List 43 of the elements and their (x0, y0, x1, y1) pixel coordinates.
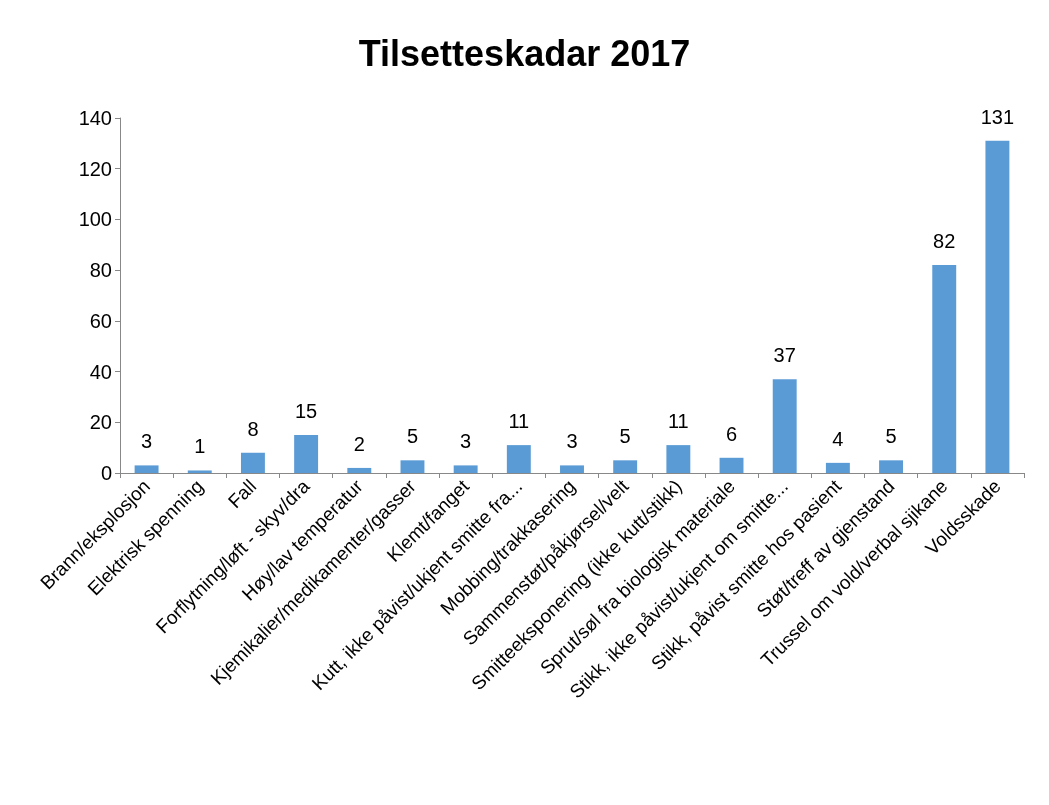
bar (772, 379, 797, 473)
y-tick-label: 120 (78, 157, 112, 180)
data-label: 37 (773, 344, 796, 367)
data-label: 11 (508, 410, 530, 433)
y-tick-label: 60 (89, 309, 112, 332)
bar (613, 460, 638, 473)
data-label: 15 (294, 399, 318, 422)
data-label: 11 (667, 410, 689, 433)
data-label: 131 (980, 105, 1015, 128)
data-label: 1 (194, 435, 206, 458)
data-label: 5 (885, 425, 897, 448)
data-label: 5 (619, 425, 631, 448)
y-tick-label: 140 (78, 107, 112, 129)
bar (240, 452, 265, 473)
data-label: 8 (247, 417, 259, 440)
data-label: 4 (832, 427, 844, 450)
bar (453, 465, 478, 473)
bar (560, 465, 584, 473)
data-label: 3 (566, 430, 578, 453)
data-label: 2 (353, 432, 365, 455)
y-tick-label: 80 (89, 259, 112, 282)
y-tick-label: 40 (89, 360, 112, 383)
data-label: 6 (725, 422, 738, 445)
data-label: 3 (460, 430, 472, 453)
y-tick-label: 100 (78, 208, 112, 231)
bar (879, 460, 904, 473)
data-label: 82 (933, 230, 956, 253)
y-tick-label: 0 (100, 462, 112, 484)
bar (666, 445, 691, 473)
bar (400, 460, 425, 473)
bar (187, 470, 212, 473)
y-tick-label: 20 (89, 411, 112, 434)
data-label: 3 (141, 430, 153, 453)
bar (294, 434, 319, 473)
data-label: 5 (406, 425, 419, 448)
bar (825, 462, 850, 473)
bar (506, 445, 531, 473)
bar (719, 457, 744, 473)
bar (985, 140, 1010, 473)
bar (347, 467, 372, 473)
bar (134, 465, 159, 473)
bar (932, 265, 957, 473)
chart-title: Tilsetteskadar 2017 (358, 32, 691, 74)
